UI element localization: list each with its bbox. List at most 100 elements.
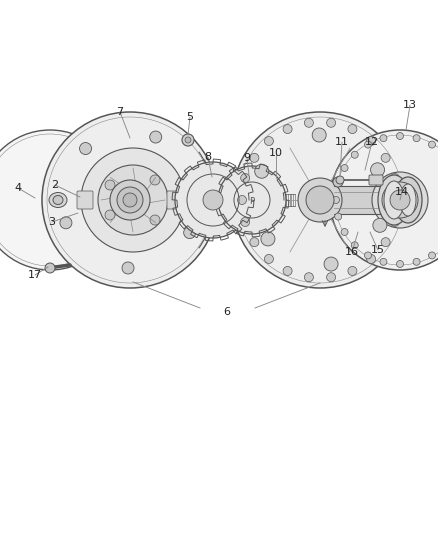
Text: 17: 17: [28, 270, 42, 280]
Circle shape: [255, 164, 268, 178]
Circle shape: [185, 137, 191, 143]
Circle shape: [341, 229, 348, 236]
Circle shape: [371, 163, 385, 177]
Circle shape: [390, 190, 410, 210]
Circle shape: [240, 217, 250, 227]
Circle shape: [367, 254, 375, 263]
FancyBboxPatch shape: [334, 186, 386, 214]
Ellipse shape: [49, 192, 67, 207]
Text: 7: 7: [117, 107, 124, 117]
Circle shape: [261, 232, 275, 246]
Circle shape: [390, 217, 399, 227]
Text: 12: 12: [365, 137, 379, 147]
Circle shape: [175, 162, 251, 238]
Circle shape: [105, 210, 115, 220]
Circle shape: [218, 166, 286, 234]
FancyBboxPatch shape: [167, 191, 183, 209]
Circle shape: [428, 252, 435, 259]
Circle shape: [184, 227, 196, 239]
Circle shape: [351, 151, 358, 158]
Circle shape: [348, 125, 357, 134]
Circle shape: [240, 174, 250, 182]
Circle shape: [396, 261, 403, 268]
Circle shape: [265, 136, 273, 146]
Circle shape: [81, 148, 185, 252]
Circle shape: [382, 182, 418, 218]
Circle shape: [60, 217, 72, 229]
Circle shape: [393, 196, 403, 205]
Text: 15: 15: [371, 245, 385, 255]
Circle shape: [117, 187, 143, 213]
Ellipse shape: [53, 196, 63, 205]
Text: 2: 2: [51, 180, 59, 190]
Circle shape: [367, 136, 375, 146]
Circle shape: [332, 197, 339, 204]
Circle shape: [150, 215, 160, 225]
Circle shape: [312, 128, 326, 142]
Circle shape: [351, 242, 358, 249]
Circle shape: [250, 238, 259, 247]
Circle shape: [298, 178, 342, 222]
Circle shape: [335, 180, 342, 187]
Circle shape: [283, 125, 292, 134]
Circle shape: [364, 141, 371, 148]
Text: 3: 3: [49, 217, 56, 227]
Circle shape: [327, 118, 336, 127]
Circle shape: [336, 176, 344, 184]
Circle shape: [150, 175, 160, 185]
Circle shape: [428, 141, 435, 148]
Ellipse shape: [394, 177, 422, 223]
Circle shape: [45, 263, 55, 273]
Text: P: P: [249, 198, 254, 206]
Circle shape: [364, 252, 371, 259]
Text: 9: 9: [244, 153, 251, 163]
Circle shape: [372, 172, 428, 228]
Circle shape: [396, 133, 403, 140]
Circle shape: [390, 174, 399, 182]
Circle shape: [110, 180, 150, 220]
Circle shape: [381, 238, 390, 247]
Circle shape: [413, 135, 420, 142]
Circle shape: [380, 135, 387, 142]
Circle shape: [150, 131, 162, 143]
Circle shape: [327, 273, 336, 282]
Circle shape: [0, 130, 120, 270]
Circle shape: [250, 154, 259, 163]
Text: 13: 13: [403, 100, 417, 110]
Text: 14: 14: [395, 187, 409, 197]
Circle shape: [203, 190, 223, 210]
Circle shape: [122, 262, 134, 274]
Circle shape: [341, 165, 348, 172]
Circle shape: [98, 165, 168, 235]
Circle shape: [335, 213, 342, 220]
FancyBboxPatch shape: [77, 191, 93, 209]
Circle shape: [373, 219, 387, 232]
Circle shape: [265, 254, 273, 263]
Text: 10: 10: [269, 148, 283, 158]
Circle shape: [380, 259, 387, 265]
Circle shape: [237, 196, 247, 205]
Ellipse shape: [400, 184, 416, 216]
Circle shape: [123, 193, 137, 207]
Text: 11: 11: [335, 137, 349, 147]
Circle shape: [306, 186, 334, 214]
Circle shape: [105, 180, 115, 190]
Circle shape: [80, 142, 92, 155]
Circle shape: [182, 134, 194, 146]
Circle shape: [348, 266, 357, 276]
Text: 16: 16: [345, 247, 359, 257]
Ellipse shape: [384, 181, 404, 219]
Circle shape: [324, 257, 338, 271]
Text: 5: 5: [187, 112, 194, 122]
Circle shape: [42, 112, 218, 288]
FancyBboxPatch shape: [211, 186, 237, 214]
Text: 8: 8: [205, 152, 212, 162]
Text: 6: 6: [223, 307, 230, 317]
Circle shape: [283, 266, 292, 276]
Circle shape: [381, 154, 390, 163]
Circle shape: [304, 273, 314, 282]
Text: 4: 4: [14, 183, 21, 193]
Circle shape: [304, 118, 314, 127]
Circle shape: [333, 177, 343, 187]
Circle shape: [413, 259, 420, 265]
